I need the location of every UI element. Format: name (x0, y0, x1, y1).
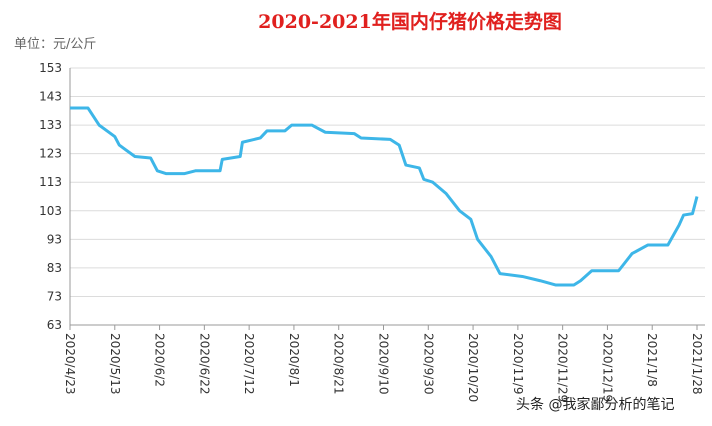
x-tick-label: 2020/8/1 (287, 333, 301, 387)
y-axis-label: 单位：元/公斤 (14, 37, 96, 52)
x-tick-label: 2020/4/23 (63, 333, 77, 395)
y-tick-label: 63 (47, 318, 62, 332)
x-tick-label: 2020/6/22 (197, 333, 211, 395)
x-tick-label: 2021/1/28 (690, 333, 704, 395)
x-tick-label: 2020/11/9 (511, 333, 525, 395)
price-line (70, 106, 699, 287)
x-tick-label: 2020/7/12 (242, 333, 256, 395)
x-tick-label: 2020/10/20 (466, 333, 480, 402)
y-tick-label: 83 (47, 261, 62, 275)
y-tick-label: 123 (39, 147, 62, 161)
x-tick-label: 2020/9/10 (377, 333, 391, 395)
y-tick-label: 73 (47, 289, 62, 303)
y-tick-label: 143 (39, 90, 62, 104)
x-tick-label: 2020/5/13 (108, 333, 122, 395)
x-tick-label: 2020/8/21 (332, 333, 346, 395)
y-tick-label: 133 (39, 118, 62, 132)
x-tick-label: 2021/1/8 (645, 333, 659, 387)
x-tick-label: 2020/9/30 (421, 333, 435, 395)
watermark: 头条 @我家鄙分析的笔记 (516, 396, 674, 413)
y-tick-label: 103 (39, 204, 62, 218)
x-tick-label: 2020/12/19 (600, 333, 614, 402)
x-tick-label: 2020/6/2 (153, 333, 167, 387)
chart-title: 2020-2021年国内仔猪价格走势图 (258, 10, 562, 33)
y-tick-label: 93 (47, 232, 62, 246)
y-tick-label: 113 (39, 175, 62, 189)
x-tick-label: 2020/11/29 (556, 333, 570, 402)
y-tick-label: 153 (39, 61, 62, 75)
